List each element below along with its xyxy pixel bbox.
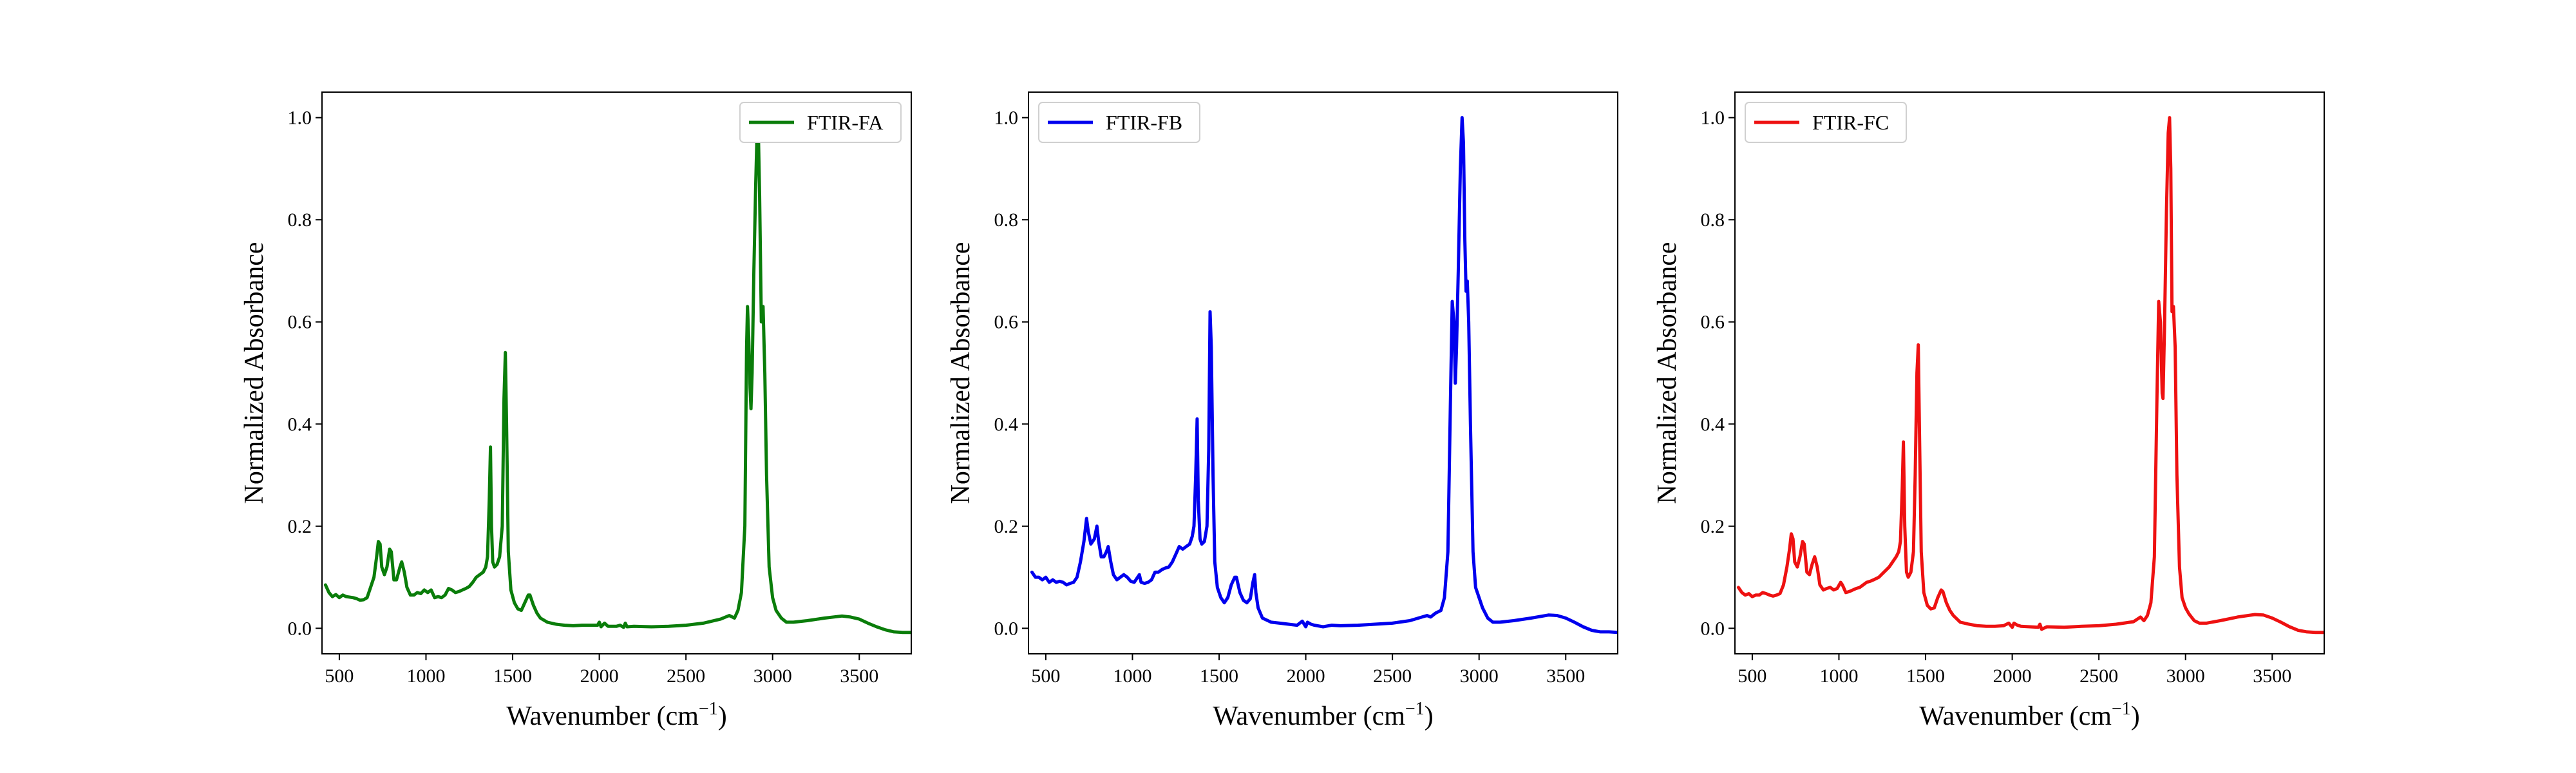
x-axis-label: Wavenumber (cm−1) xyxy=(1213,699,1433,731)
y-tick-label: 0.2 xyxy=(994,516,1019,537)
y-tick-label: 0.6 xyxy=(1701,312,1725,333)
y-tick-label: 0.0 xyxy=(1701,618,1725,639)
x-tick-label: 500 xyxy=(1738,665,1766,687)
axes-frame xyxy=(1734,91,2325,654)
x-tick-label: 500 xyxy=(325,665,354,687)
legend-label: FTIR-FC xyxy=(1812,111,1889,134)
x-tick-label: 1500 xyxy=(1200,665,1238,687)
legend: FTIR-FB xyxy=(1038,102,1200,143)
x-axis-label-text: Wavenumber (cm xyxy=(506,701,699,731)
x-axis-label-superscript: −1 xyxy=(699,699,718,719)
x-tick-label: 3000 xyxy=(753,665,792,687)
legend-box xyxy=(1038,102,1200,143)
x-axis-label-text: Wavenumber (cm xyxy=(1213,701,1405,731)
legend-box xyxy=(739,102,902,143)
x-axis-label: Wavenumber (cm−1) xyxy=(1919,699,2139,731)
x-tick-label: 3500 xyxy=(840,665,878,687)
y-tick-label: 0.6 xyxy=(994,312,1019,333)
x-tick-label: 2500 xyxy=(667,665,705,687)
x-axis-label-close: ) xyxy=(718,701,727,731)
y-tick-label: 0.8 xyxy=(288,209,312,231)
y-axis-label: Normalized Absorbance xyxy=(1653,242,1682,504)
x-tick-label: 1000 xyxy=(1819,665,1858,687)
y-tick-label: 0.4 xyxy=(994,414,1019,435)
legend: FTIR-FC xyxy=(1745,102,1907,143)
y-tick-label: 0.6 xyxy=(288,312,312,333)
chart-panel-1: 500 1000 1500 2000 2500 3000 3500 0.0 0.2 0.4 0.6 0… xyxy=(240,91,912,731)
x-axis-label: Wavenumber (cm−1) xyxy=(506,699,726,731)
x-tick-label: 2500 xyxy=(2079,665,2118,687)
y-tick-label: 0.8 xyxy=(1701,209,1725,231)
x-tick-label: 3000 xyxy=(1460,665,1499,687)
axes-frame xyxy=(1028,91,1618,654)
x-axis-label-superscript: −1 xyxy=(1405,699,1425,719)
x-tick-label: 500 xyxy=(1031,665,1060,687)
series-line-1 xyxy=(323,131,911,635)
y-tick-label: 1.0 xyxy=(288,108,312,129)
y-tick-label: 1.0 xyxy=(1701,108,1725,129)
x-tick-label: 1500 xyxy=(1906,665,1945,687)
y-tick-label: 0.4 xyxy=(288,414,312,435)
y-tick-label: 0.2 xyxy=(1701,516,1725,537)
x-tick-label: 2500 xyxy=(1373,665,1412,687)
chart-panel-3: 500 1000 1500 2000 2500 3000 3500 0.0 0.2 0.4 0.6 0… xyxy=(1653,91,2325,731)
legend-box xyxy=(1745,102,1907,143)
x-tick-label: 2000 xyxy=(1993,665,2032,687)
x-axis-label-superscript: −1 xyxy=(2112,699,2131,719)
legend-label: FTIR-FA xyxy=(807,111,884,134)
x-tick-label: 1500 xyxy=(493,665,532,687)
x-tick-label: 3000 xyxy=(2166,665,2205,687)
y-tick-label: 0.8 xyxy=(994,209,1019,231)
y-axis-label: Normalized Absorbance xyxy=(946,242,976,504)
chart-panel-2: 500 1000 1500 2000 2500 3000 3500 0.0 0.2 0.4 0.6 0… xyxy=(946,91,1618,731)
x-tick-label: 3500 xyxy=(2253,665,2291,687)
x-tick-label: 1000 xyxy=(406,665,445,687)
series-line-1 xyxy=(1030,116,1618,635)
axes-frame xyxy=(321,91,912,654)
legend-label: FTIR-FB xyxy=(1106,111,1182,134)
x-tick-label: 3500 xyxy=(1546,665,1585,687)
x-tick-label: 2000 xyxy=(580,665,619,687)
y-tick-label: 0.0 xyxy=(288,618,312,639)
series-line-1 xyxy=(1736,116,2324,635)
x-tick-label: 2000 xyxy=(1287,665,1325,687)
x-axis-label-text: Wavenumber (cm xyxy=(1919,701,2112,731)
y-tick-label: 0.4 xyxy=(1701,414,1725,435)
legend: FTIR-FA xyxy=(739,102,902,143)
x-axis-label-close: ) xyxy=(2131,701,2140,731)
y-axis-label: Normalized Absorbance xyxy=(240,242,269,504)
x-tick-label: 1000 xyxy=(1113,665,1151,687)
y-tick-label: 0.0 xyxy=(994,618,1019,639)
y-tick-label: 1.0 xyxy=(994,108,1019,129)
x-axis-label-close: ) xyxy=(1425,701,1434,731)
y-tick-label: 0.2 xyxy=(288,516,312,537)
